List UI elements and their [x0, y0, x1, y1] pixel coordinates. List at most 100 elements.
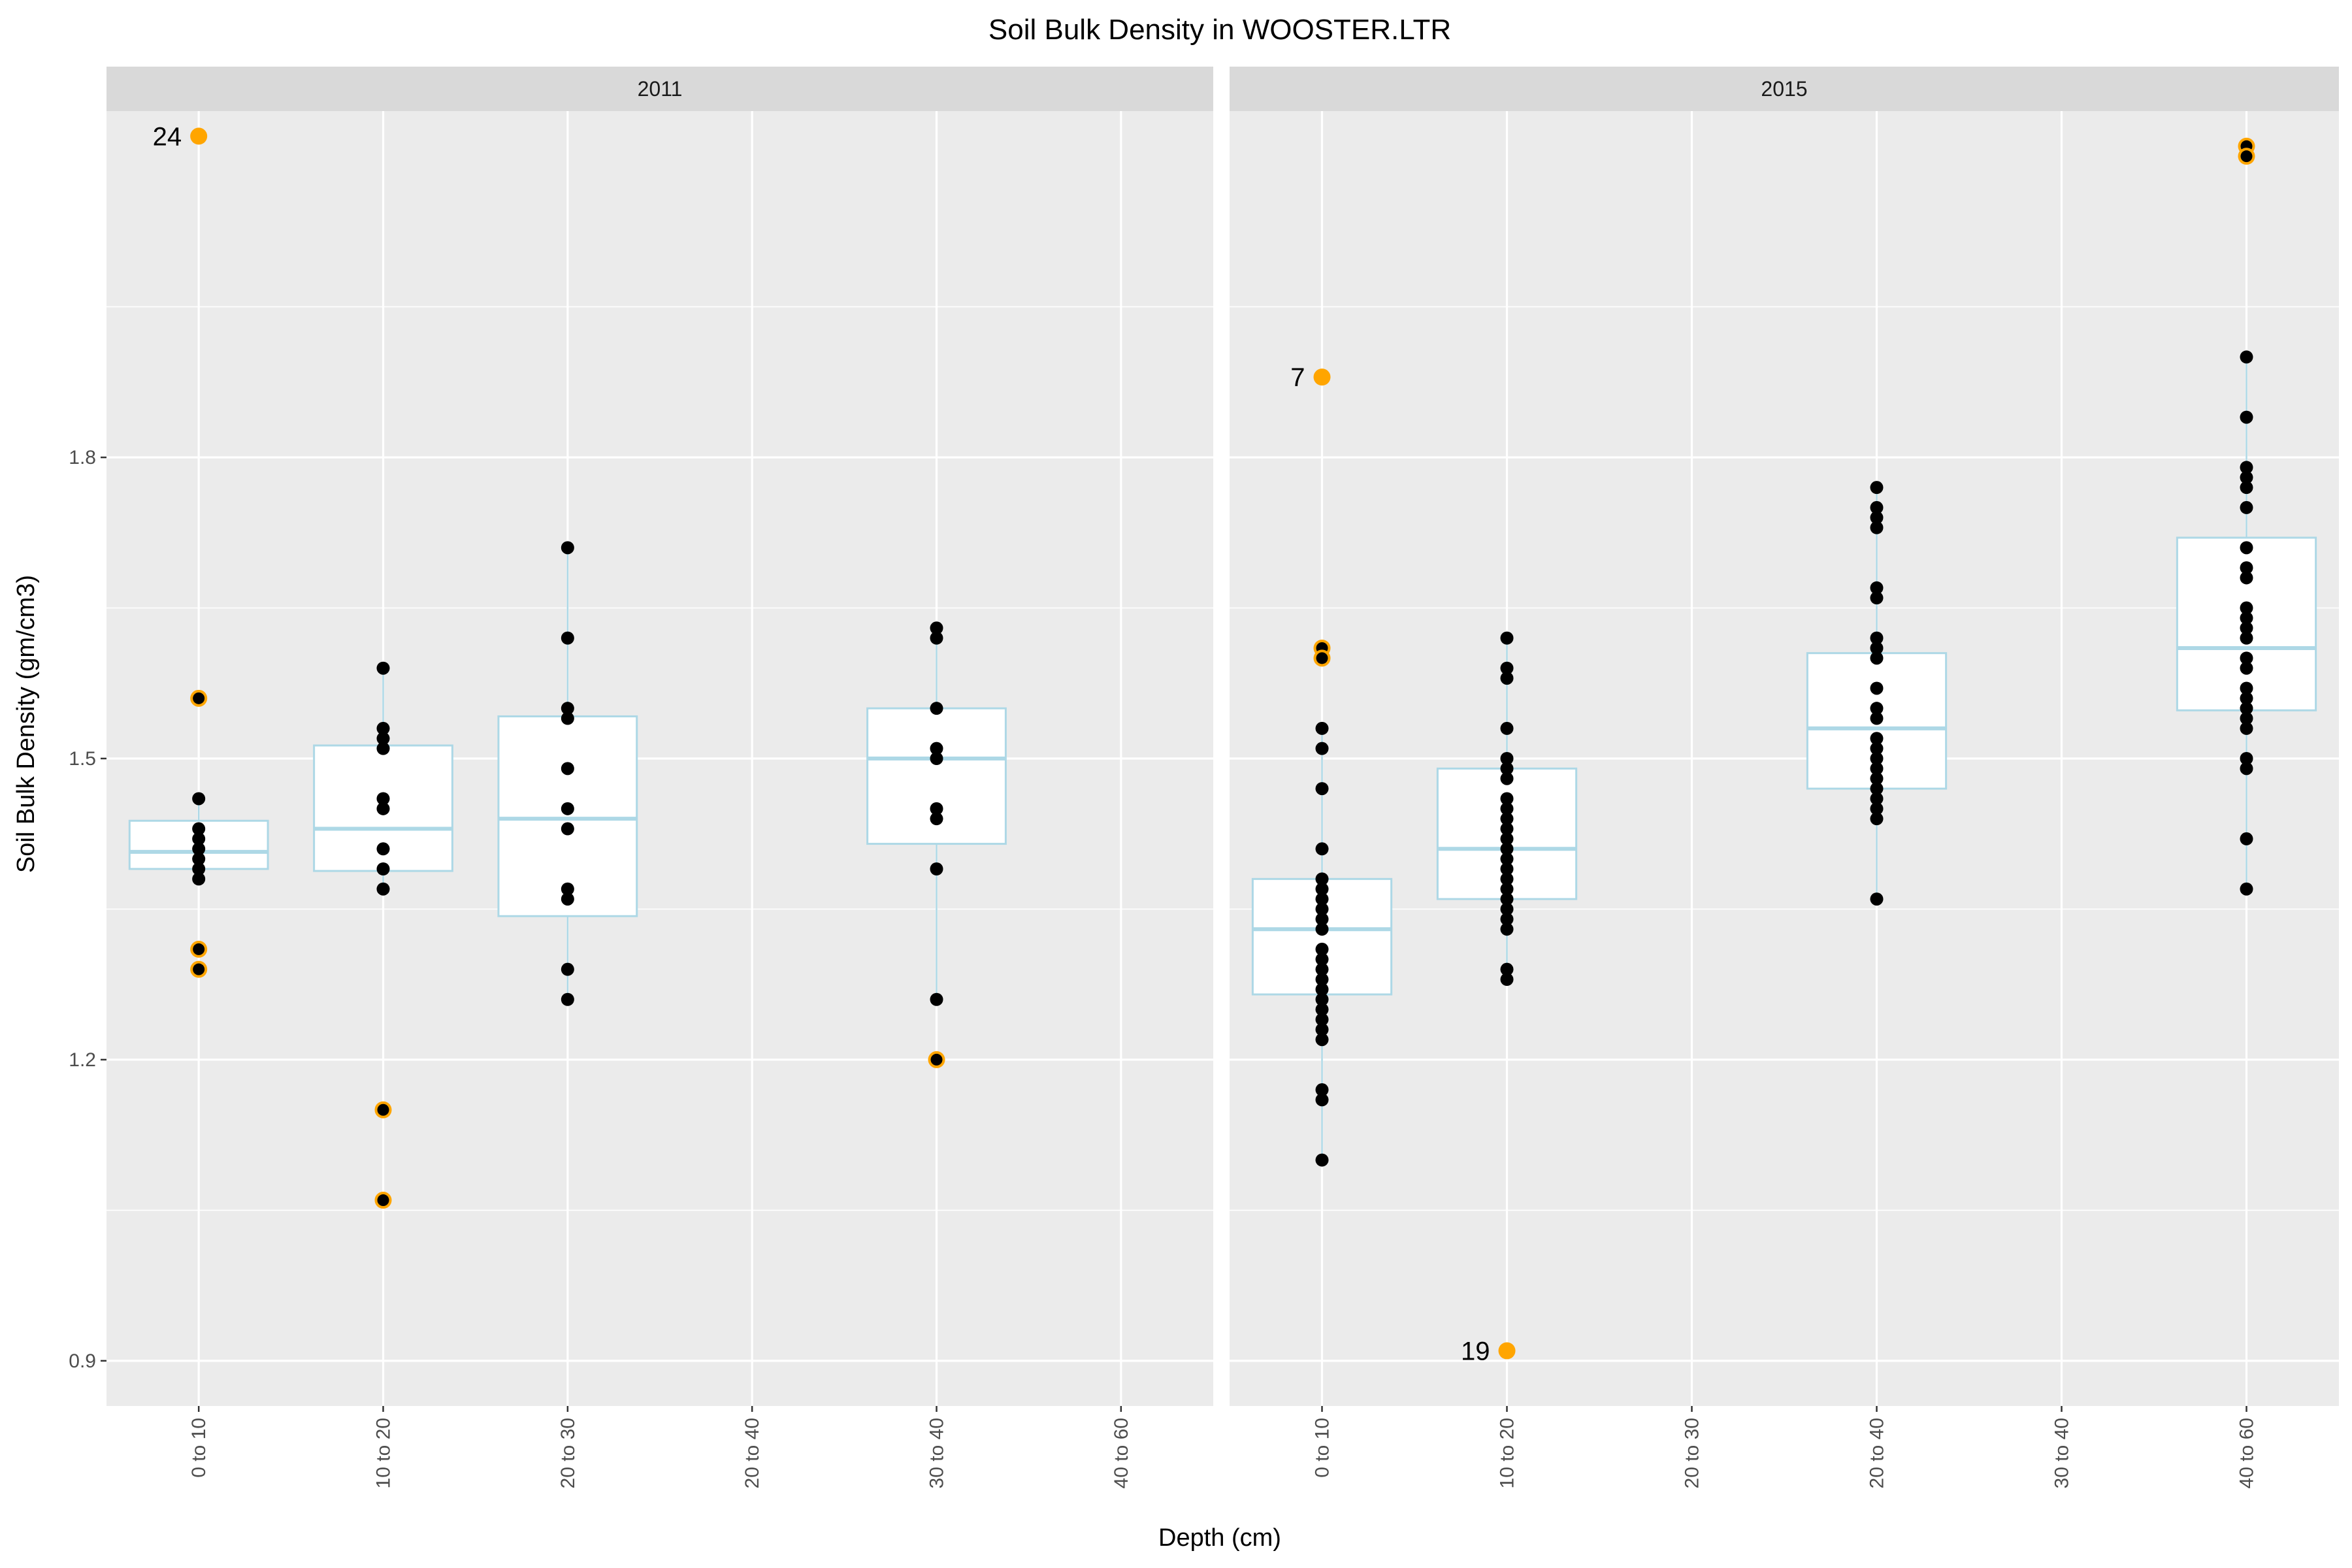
data-point [1870, 782, 1884, 796]
data-point [2240, 762, 2253, 776]
data-point [1500, 832, 1514, 845]
data-point [376, 721, 390, 735]
x-tick-label: 20 to 40 [742, 1418, 763, 1488]
outlier-point-core [193, 130, 205, 142]
box-group [497, 541, 638, 1006]
data-point [2240, 691, 2253, 705]
data-point [930, 992, 943, 1006]
data-point [1315, 1003, 1329, 1017]
x-tick-label: 30 to 40 [2051, 1418, 2073, 1488]
data-point [1315, 1022, 1329, 1036]
box-group: 19 [1436, 631, 1578, 1365]
data-point [1315, 1033, 1329, 1047]
data-point [561, 762, 574, 776]
facet-strip-label: 2011 [638, 77, 683, 101]
box-group [313, 661, 453, 1209]
data-point [561, 962, 574, 976]
data-point [1870, 792, 1884, 806]
data-point [1500, 672, 1514, 685]
data-point [1500, 882, 1514, 896]
data-point [2240, 702, 2253, 715]
data-point [1500, 661, 1514, 675]
x-tick-label: 40 to 60 [1111, 1418, 1132, 1488]
box-group [2176, 137, 2317, 896]
data-point [1500, 631, 1514, 645]
y-tick-label: 0.9 [69, 1350, 96, 1372]
outlier-point-core [1501, 1345, 1513, 1357]
data-point [2240, 500, 2253, 514]
data-point [1315, 892, 1329, 906]
data-point [930, 621, 943, 635]
data-point [2240, 651, 2253, 665]
chart-title: Soil Bulk Density in WOOSTER.LTR [988, 14, 1451, 46]
data-point [1500, 792, 1514, 806]
data-point [1315, 782, 1329, 796]
data-point [561, 802, 574, 815]
data-point [2240, 882, 2253, 896]
data-point [2240, 561, 2253, 575]
box-group: 24 [128, 122, 269, 978]
outlier-point-core [193, 963, 205, 975]
data-point [1315, 962, 1329, 976]
data-point [192, 842, 206, 856]
x-tick-label: 40 to 60 [2236, 1418, 2258, 1488]
data-point [1500, 892, 1514, 906]
data-point [1870, 732, 1884, 745]
data-point [376, 862, 390, 876]
data-point [1500, 752, 1514, 765]
data-point [1870, 772, 1884, 785]
data-point [1870, 521, 1884, 534]
data-point [2240, 631, 2253, 645]
facet-strip-label: 2015 [1761, 77, 1807, 101]
outlier-point-core [193, 943, 205, 955]
data-point [1500, 862, 1514, 876]
x-tick-label: 20 to 40 [1867, 1418, 1888, 1488]
data-point [1870, 641, 1884, 655]
data-point [1315, 1083, 1329, 1097]
data-point [2240, 470, 2253, 484]
data-point [1870, 802, 1884, 815]
x-tick-label: 0 to 10 [188, 1418, 210, 1478]
data-point [1870, 681, 1884, 695]
data-point [1870, 762, 1884, 776]
data-point [1315, 902, 1329, 916]
data-point [1870, 702, 1884, 715]
data-point [1500, 772, 1514, 785]
data-point [376, 742, 390, 755]
data-point [376, 792, 390, 806]
data-point [1870, 651, 1884, 665]
data-point [1315, 872, 1329, 886]
outlier-point-core [2240, 150, 2253, 163]
data-point [930, 812, 943, 826]
data-point [1500, 962, 1514, 976]
data-point [2240, 350, 2253, 364]
data-point [2240, 410, 2253, 424]
data-point [1500, 973, 1514, 987]
data-point [1500, 912, 1514, 926]
data-point [561, 541, 574, 555]
facet-panel-2015: 2015 0 to 10 10 to 20 20 to 30 20 to 40 30 to… [1230, 67, 2339, 1488]
data-point [2240, 752, 2253, 765]
data-point [376, 802, 390, 815]
data-point [930, 752, 943, 765]
x-axis-title: Depth (cm) [1158, 1524, 1281, 1552]
data-point [192, 852, 206, 866]
data-point [2240, 611, 2253, 625]
x-tick-label: 20 to 30 [1682, 1418, 1703, 1488]
outlier-label: 24 [153, 122, 182, 151]
data-point [1315, 1153, 1329, 1167]
y-tick-label: 1.2 [69, 1049, 96, 1071]
data-point [1315, 942, 1329, 956]
data-point [1500, 872, 1514, 886]
data-point [376, 661, 390, 675]
facet-panel-2011: 2011 0.9 1.2 1.5 1.8 0 to 10 10 to 20 20 to 30 2… [69, 67, 1213, 1488]
outlier-point-core [193, 692, 205, 704]
box-group [866, 621, 1007, 1068]
data-point [930, 631, 943, 645]
outlier-point-core [1316, 371, 1328, 384]
data-point [1870, 581, 1884, 595]
data-point [1500, 842, 1514, 856]
data-point [1315, 923, 1329, 936]
